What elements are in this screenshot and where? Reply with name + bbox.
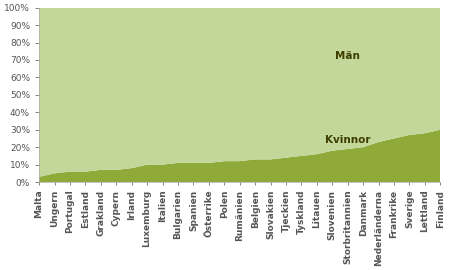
Text: Män: Män xyxy=(335,52,360,62)
Text: Kvinnor: Kvinnor xyxy=(325,135,370,145)
